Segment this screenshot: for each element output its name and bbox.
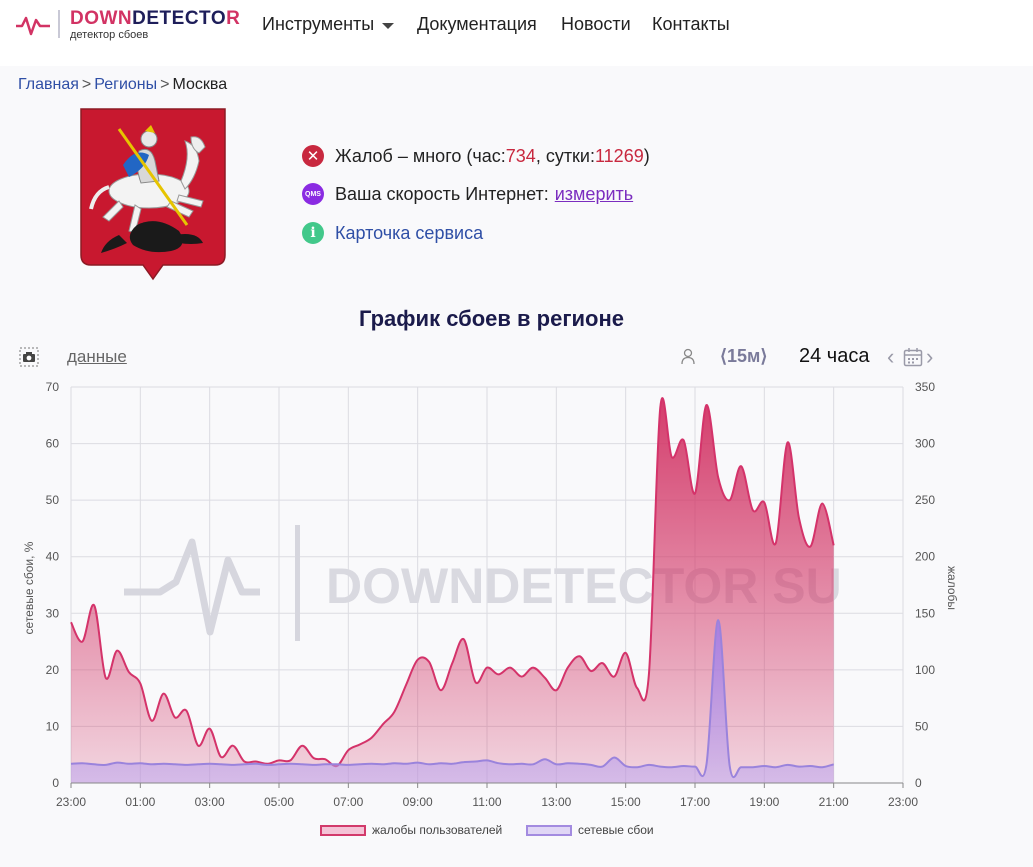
breadcrumb-separator: > (160, 76, 170, 93)
prev-range-chevron-icon[interactable]: ‹ (887, 344, 895, 369)
y-tick-label: 0 (52, 776, 59, 790)
complaints-series-area (71, 398, 834, 783)
complaints-prefix: Жалоб – много (час: (335, 145, 506, 166)
logo-subtitle: детектор сбоев (70, 29, 149, 41)
x-tick-label: 15:00 (611, 795, 641, 809)
x-tick-label: 05:00 (264, 795, 294, 809)
complaints-day-prefix: , сутки: (535, 145, 595, 166)
y-tick-label: 10 (46, 719, 60, 733)
logo-title[interactable]: DOWNDETECTOR (70, 8, 241, 29)
data-link[interactable]: данные (67, 347, 127, 366)
y-tick-label: 30 (46, 606, 60, 620)
nav-tools-label: Инструменты (262, 14, 375, 34)
chart-title: График сбоев в регионе (358, 306, 624, 331)
complaints-suffix: ) (643, 145, 650, 166)
moscow-coat-of-arms-image (80, 108, 226, 281)
alert-x-icon: ✕ (302, 145, 324, 167)
next-range-chevron-icon[interactable]: › (926, 344, 934, 369)
breadcrumb-current: Москва (172, 76, 228, 93)
interval-selector[interactable]: ⟨15м⟩ (720, 346, 768, 366)
legend-outages[interactable]: сетевые сбои (526, 823, 654, 837)
nav-news[interactable]: Новости (561, 14, 631, 34)
x-tick-label: 13:00 (541, 795, 571, 809)
y2-tick-label: 50 (915, 719, 929, 733)
x-tick-label: 19:00 (749, 795, 779, 809)
x-tick-label: 23:00 (888, 795, 918, 809)
outages-series-line[interactable] (70, 619, 834, 779)
info-icon: i (302, 222, 324, 244)
y-axis-label: сетевые сбои, % (22, 541, 36, 634)
nav-documentation[interactable]: Документация (417, 14, 537, 34)
complaints-series-line[interactable] (70, 397, 835, 768)
y-tick-label: 40 (46, 550, 60, 564)
complaints-hour-value: 734 (505, 145, 536, 166)
y-tick-label: 20 (46, 663, 60, 677)
x-tick-label: 09:00 (403, 795, 433, 809)
legend-complaints[interactable]: жалобы пользователей (320, 823, 502, 837)
calendar-icon[interactable] (903, 347, 923, 367)
legend-label-complaints: жалобы пользователей (372, 823, 503, 837)
y2-tick-label: 150 (915, 606, 935, 620)
x-tick-label: 11:00 (472, 795, 501, 809)
user-icon[interactable] (680, 348, 696, 366)
x-tick-label: 21:00 (819, 795, 849, 809)
y2-tick-label: 350 (915, 380, 935, 394)
time-range-label: 24 часа (799, 345, 870, 367)
nav-contacts[interactable]: Контакты (652, 14, 730, 34)
y-tick-label: 70 (46, 380, 60, 394)
legend-swatch-complaints (320, 824, 366, 836)
header: DOWNDETECTOR детектор сбоев Инструменты … (0, 0, 1033, 66)
y-tick-label: 50 (46, 493, 60, 507)
legend-swatch-outages (526, 824, 572, 836)
x-tick-label: 23:00 (56, 795, 86, 809)
x-tick-label: 03:00 (195, 795, 225, 809)
qms-icon: QMS (302, 183, 324, 205)
chevron-down-icon (382, 22, 395, 29)
service-card-link[interactable]: Карточка сервиса (335, 222, 484, 243)
breadcrumb: Главная > Регионы > Москва (18, 76, 227, 94)
breadcrumb-regions[interactable]: Регионы (94, 76, 158, 93)
speed-label: Ваша скорость Интернет: (335, 183, 549, 204)
status-service-card: i Карточка сервиса (302, 222, 483, 244)
y2-tick-label: 200 (915, 550, 935, 564)
x-tick-label: 17:00 (680, 795, 710, 809)
x-tick-label: 01:00 (125, 795, 155, 809)
x-tick-label: 07:00 (333, 795, 363, 809)
y2-tick-label: 300 (915, 437, 935, 451)
breadcrumb-separator: > (81, 76, 92, 93)
y2-axis-label: жалобы (945, 566, 959, 610)
y-tick-label: 60 (46, 437, 60, 451)
logo-pulse-icon[interactable] (16, 12, 52, 36)
screenshot-camera-icon[interactable] (19, 347, 39, 367)
status-complaints: ✕ Жалоб – много (час: 734, сутки: 11269) (302, 145, 650, 167)
measure-speed-link[interactable]: измерить (554, 183, 634, 204)
nav-tools-dropdown[interactable]: Инструменты (262, 14, 395, 35)
y2-tick-label: 100 (915, 663, 935, 677)
complaints-day-value: 11269 (595, 145, 644, 166)
legend-label-outages: сетевые сбои (578, 823, 654, 837)
y2-tick-label: 250 (915, 493, 935, 507)
y2-tick-label: 0 (915, 776, 922, 790)
breadcrumb-home[interactable]: Главная (18, 76, 79, 93)
status-speed: QMS Ваша скорость Интернет: измерить (302, 183, 633, 205)
logo-divider (58, 10, 60, 38)
